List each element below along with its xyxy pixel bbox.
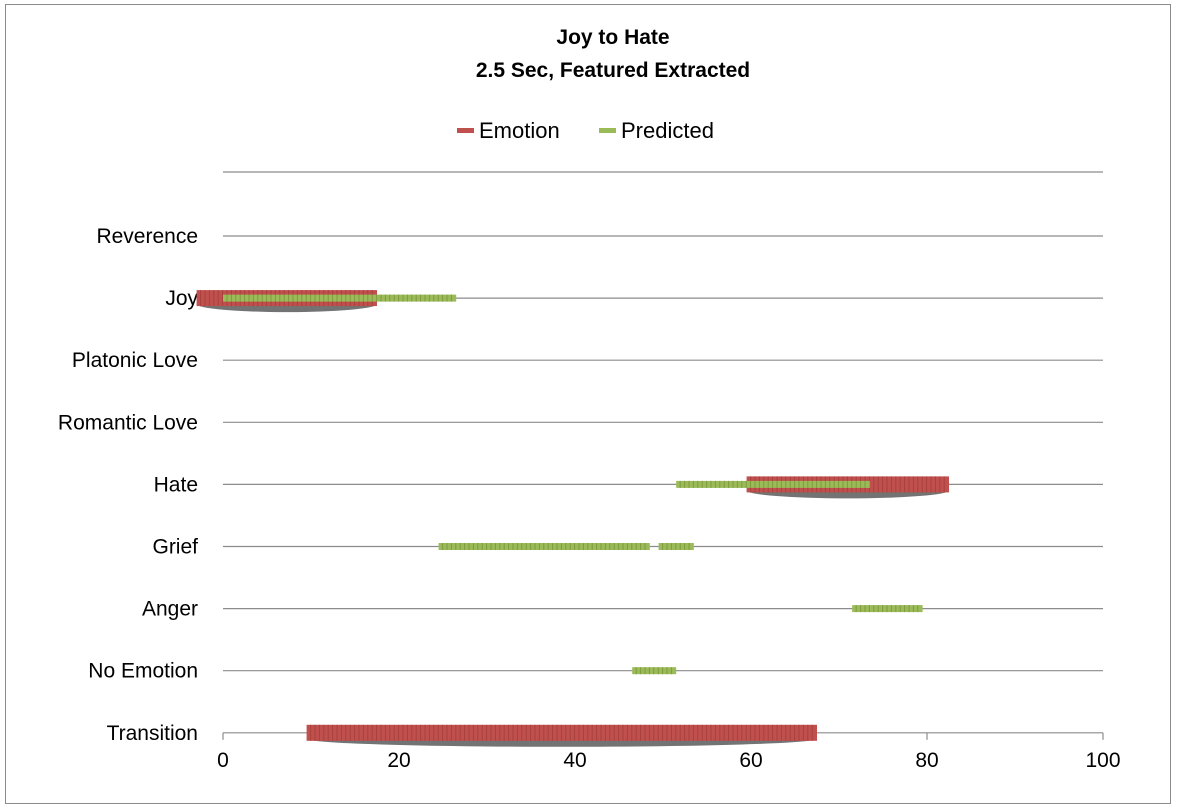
category-label: No Emotion bbox=[88, 660, 198, 683]
x-tick-label: 80 bbox=[915, 749, 938, 772]
x-tick-label: 0 bbox=[217, 749, 229, 772]
x-tick-label: 40 bbox=[563, 749, 586, 772]
legend-label: Emotion bbox=[479, 118, 560, 143]
legend-swatch bbox=[599, 128, 616, 133]
legend: Emotion Predicted bbox=[457, 118, 714, 143]
legend-swatch bbox=[457, 128, 474, 133]
x-axis-ticks: 0 20 40 60 80 100 bbox=[217, 732, 1121, 772]
chart-canvas: Joy to Hate 2.5 Sec, Featured Extracted … bbox=[58, 26, 1121, 772]
category-label: Platonic Love bbox=[72, 349, 198, 372]
gridlines bbox=[223, 171, 1103, 734]
category-label: Romantic Love bbox=[58, 411, 198, 434]
category-label: Hate bbox=[154, 473, 198, 496]
category-label: Transition bbox=[107, 722, 198, 745]
category-labels: Reverence Joy Platonic Love Romantic Love Ha… bbox=[58, 225, 199, 745]
category-label: Reverence bbox=[96, 225, 198, 248]
predicted-bar bbox=[223, 294, 457, 302]
x-tick-label: 20 bbox=[387, 749, 410, 772]
chart-subtitle: 2.5 Sec, Featured Extracted bbox=[476, 59, 750, 82]
chart-title: Joy to Hate bbox=[556, 26, 669, 49]
x-tick-label: 60 bbox=[739, 749, 762, 772]
bars bbox=[196, 290, 949, 747]
category-label: Anger bbox=[142, 598, 198, 621]
x-tick-label: 100 bbox=[1085, 749, 1120, 772]
category-label: Grief bbox=[152, 536, 198, 559]
category-label: Joy bbox=[165, 287, 198, 310]
legend-label: Predicted bbox=[621, 118, 714, 143]
